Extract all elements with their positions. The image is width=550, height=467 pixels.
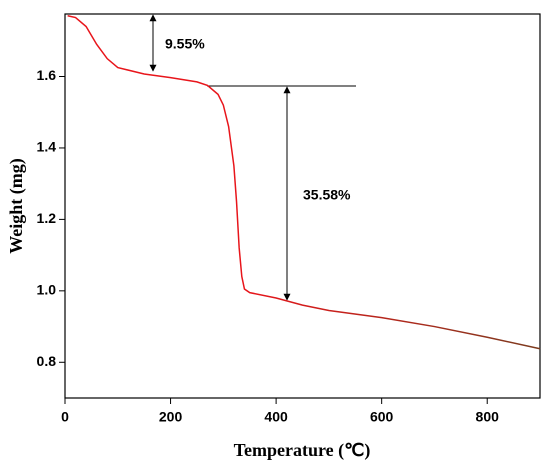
x-tick-label: 800	[476, 409, 500, 425]
y-tick-label: 1.2	[37, 210, 57, 226]
y-tick-label: 1.0	[37, 282, 57, 298]
annotation: 35.58%	[303, 187, 351, 203]
x-tick-label: 600	[370, 409, 394, 425]
x-tick-label: 0	[61, 409, 69, 425]
data-line	[67, 15, 541, 350]
y-tick-label: 1.6	[37, 67, 57, 83]
y-tick-label: 0.8	[37, 353, 57, 369]
y-tick-label: 1.4	[37, 139, 57, 155]
annotation: 9.55%	[165, 36, 205, 52]
x-tick-label: 200	[159, 409, 183, 425]
y-axis-label: Weight (mg)	[6, 158, 27, 253]
x-axis-label: Temperature (℃)	[234, 440, 371, 461]
plot-frame	[64, 13, 541, 399]
x-tick-label: 400	[264, 409, 288, 425]
